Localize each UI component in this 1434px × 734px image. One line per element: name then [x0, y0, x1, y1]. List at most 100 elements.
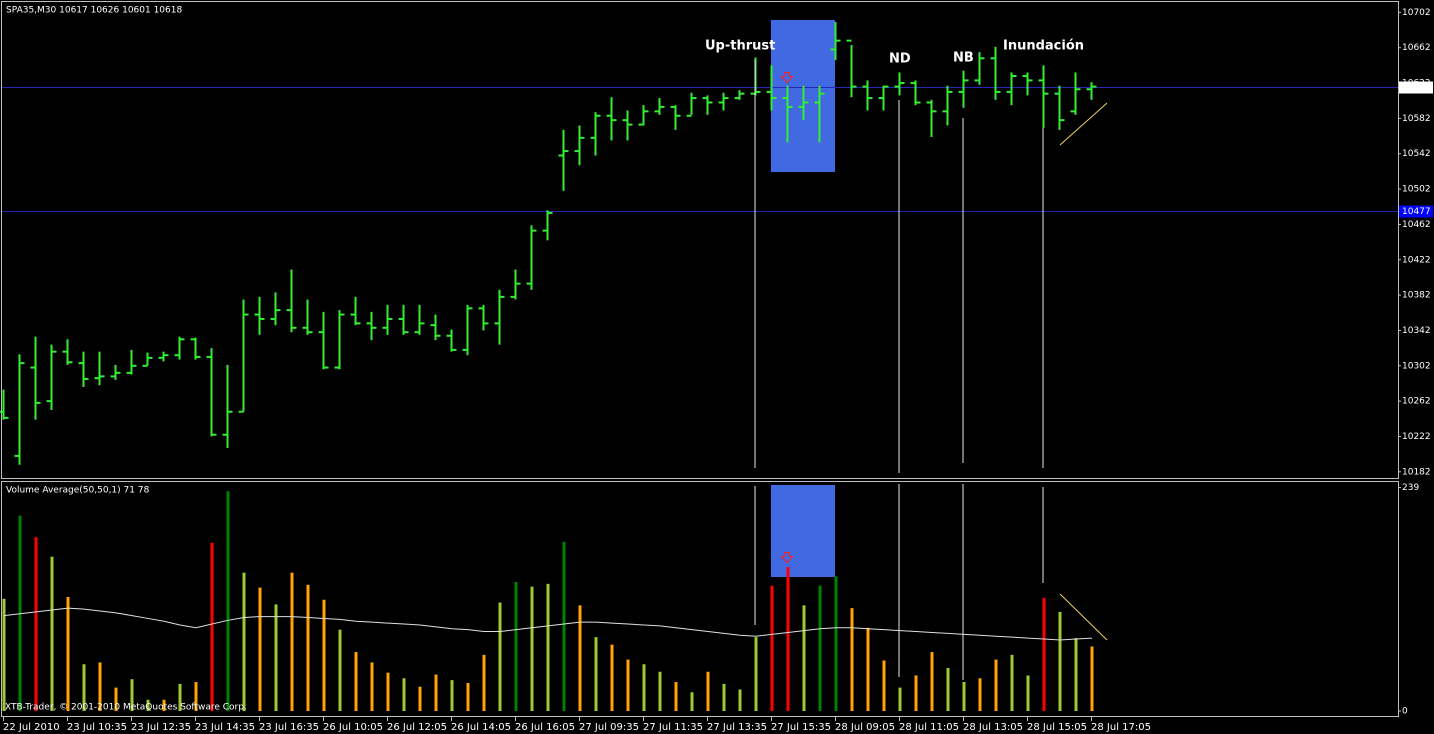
volume-bar — [194, 682, 198, 711]
volume-bar — [642, 664, 646, 711]
volume-bar — [962, 682, 966, 711]
volume-bar — [130, 679, 134, 711]
volume-bar — [738, 689, 742, 711]
trend-line — [1059, 102, 1108, 146]
volume-bar — [354, 652, 358, 711]
volume-bar — [802, 605, 806, 711]
x-tick-label: 22 Jul 2010 — [3, 722, 60, 733]
x-tick-label: 27 Jul 11:35 — [643, 722, 703, 733]
volume-bar — [146, 699, 150, 711]
volume-bar — [50, 556, 54, 711]
volume-bar — [594, 637, 598, 711]
x-tick-label: 27 Jul 15:35 — [771, 722, 831, 733]
volume-bar — [386, 672, 390, 711]
x-tick-label: 26 Jul 12:05 — [387, 722, 447, 733]
volume-bar — [514, 581, 518, 711]
annotation: Up-thrust — [705, 39, 775, 54]
volume-frame — [1, 481, 1399, 717]
volume-bar — [834, 576, 838, 711]
volume-bar — [290, 572, 294, 711]
down-arrow — [780, 72, 794, 84]
level-label: 10477 — [1402, 207, 1431, 217]
annotation: Inundación — [1003, 39, 1084, 54]
y-tick-label: 10222 — [1402, 432, 1431, 442]
x-tick-label: 28 Jul 17:05 — [1091, 722, 1151, 733]
volume-bar — [82, 664, 86, 711]
x-tick-label: 23 Jul 10:35 — [67, 722, 127, 733]
volume-bar — [370, 662, 374, 711]
volume-bar — [338, 629, 342, 711]
volume-bar — [402, 678, 406, 711]
volume-bar — [66, 596, 70, 711]
x-tick-label: 23 Jul 12:35 — [131, 722, 191, 733]
y-tick-label: 10262 — [1402, 397, 1431, 407]
volume-bar — [1042, 597, 1046, 711]
annotation: NB — [953, 51, 974, 66]
x-tick-label: 23 Jul 14:35 — [195, 722, 255, 733]
x-tick-label: 28 Jul 13:05 — [963, 722, 1023, 733]
volume-bar — [722, 683, 726, 711]
indicator-title: Volume Average(50,50,1) 71 78 — [6, 486, 150, 496]
x-tick-label: 28 Jul 09:05 — [835, 722, 895, 733]
chart-title: SPA35,M30 10617 10626 10601 10618 — [6, 6, 182, 16]
annotation: ND — [889, 52, 911, 67]
volume-bar — [882, 660, 886, 711]
y-tick-label: 10342 — [1402, 326, 1431, 336]
volume-bar — [818, 585, 822, 711]
volume-bar — [850, 608, 854, 711]
volume-bar — [866, 627, 870, 711]
y-tick-label: 10662 — [1402, 43, 1431, 53]
x-tick-label: 28 Jul 15:05 — [1027, 722, 1087, 733]
volume-bar — [1074, 638, 1078, 711]
volume-bar — [258, 587, 262, 711]
volume-bar — [994, 659, 998, 711]
y-tick-label: 10182 — [1402, 467, 1431, 477]
highlight-box — [771, 485, 835, 577]
volume-bar — [658, 671, 662, 711]
volume-bar — [914, 675, 918, 711]
volume-bar — [562, 541, 566, 711]
y-tick-label: 10542 — [1402, 149, 1431, 159]
volume-bar — [178, 683, 182, 711]
volume-bar — [466, 682, 470, 711]
level-label-box — [1399, 205, 1433, 218]
copyright: XTB-Trader, © 2001-2010 MetaQuotes Softw… — [5, 703, 247, 713]
volume-bar — [530, 586, 534, 711]
volume-bar — [98, 662, 102, 711]
volume-bar — [770, 585, 774, 711]
y-tick-label: 10462 — [1402, 220, 1431, 230]
volume-bar — [2, 598, 6, 711]
volume-bar — [162, 699, 166, 711]
volume-bar — [498, 602, 502, 711]
y-tick-label: 10582 — [1402, 114, 1431, 124]
level-label: 10618 — [1402, 83, 1431, 93]
trend-line — [1059, 593, 1108, 641]
x-tick-label: 27 Jul 09:35 — [579, 722, 639, 733]
volume-bar — [322, 599, 326, 711]
volume-bar — [690, 692, 694, 711]
y-tick-label: 10422 — [1402, 255, 1431, 265]
volume-bar — [418, 686, 422, 711]
volume-bar — [626, 659, 630, 711]
x-tick-label: 26 Jul 14:05 — [451, 722, 511, 733]
y-tick-label: 10502 — [1402, 185, 1431, 195]
annotation-lines — [754, 60, 1044, 680]
volume-bar — [786, 567, 790, 711]
volume-bar — [242, 572, 246, 711]
x-tick-label: 23 Jul 16:35 — [259, 722, 319, 733]
y-tick-label: 10302 — [1402, 361, 1431, 371]
level-label-box — [1399, 81, 1433, 94]
volume-average — [3, 607, 1093, 641]
price-frame — [1, 1, 1399, 479]
down-arrow — [780, 552, 794, 564]
volume-bar — [450, 680, 454, 711]
volume-bar — [978, 678, 982, 711]
volume-bar — [114, 687, 118, 711]
volume-bar — [34, 537, 38, 711]
x-tick-label: 27 Jul 13:35 — [707, 722, 767, 733]
volume-bar — [754, 637, 758, 711]
volume-bar — [306, 584, 310, 711]
volume-bar — [898, 687, 902, 711]
